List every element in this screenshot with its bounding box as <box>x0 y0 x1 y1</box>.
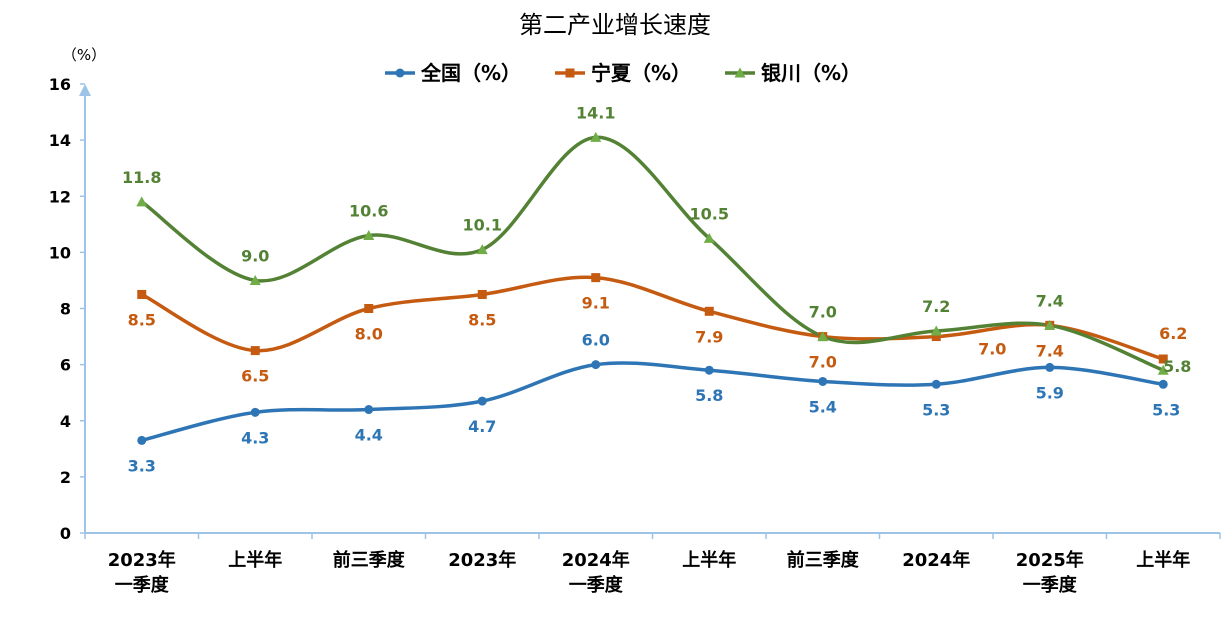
chart-title: 第二产业增长速度 <box>519 11 711 39</box>
data-label: 10.5 <box>690 204 729 223</box>
series-line <box>140 361 1165 443</box>
data-label: 7.4 <box>1036 341 1064 360</box>
y-tick-label: 12 <box>49 187 71 206</box>
data-label: 8.5 <box>128 310 156 329</box>
data-label: 11.8 <box>122 168 161 187</box>
data-label: 6.0 <box>582 331 610 350</box>
data-point-marker <box>591 360 601 370</box>
x-tick-label: 2023年 <box>108 549 176 571</box>
x-tick-label: 上半年 <box>682 549 736 571</box>
data-point-marker <box>591 273 601 283</box>
data-point-marker <box>250 407 260 417</box>
data-label: 10.6 <box>349 202 388 221</box>
data-point-marker <box>818 376 828 386</box>
x-tick-label: 2025年 <box>1016 549 1084 571</box>
y-axis-arrow <box>79 84 91 96</box>
x-tick-label: 上半年 <box>228 549 282 571</box>
data-label: 5.3 <box>922 400 950 419</box>
legend-swatch-marker <box>734 67 746 78</box>
x-tick-label: 2023年 <box>448 549 516 571</box>
x-tick-label: 一季度 <box>1023 574 1078 596</box>
data-label: 4.4 <box>355 426 383 445</box>
data-label: 14.1 <box>576 103 615 122</box>
y-tick-label: 14 <box>49 131 71 150</box>
series-lines <box>140 135 1165 443</box>
data-label: 7.0 <box>809 303 837 322</box>
legend-label: 银川（%） <box>761 61 861 85</box>
data-label: 4.3 <box>241 428 269 447</box>
x-tick-label: 2024年 <box>562 549 630 571</box>
data-label: 7.0 <box>978 340 1006 359</box>
data-label: 3.3 <box>128 456 156 475</box>
data-labels: 3.3 4.3 4.4 4.7 6.0 5.8 5.4 5.3 5.9 5.3 8.5 6.5 8.0 8… <box>122 103 1191 475</box>
data-label: 4.7 <box>468 417 496 436</box>
data-point-marker <box>931 379 941 389</box>
data-label: 7.0 <box>809 353 837 372</box>
x-tick-label: 上半年 <box>1136 549 1190 571</box>
data-label: 5.8 <box>695 386 723 405</box>
data-label: 7.2 <box>922 297 950 316</box>
data-label: 5.4 <box>809 397 837 416</box>
y-tick-label: 0 <box>60 524 71 543</box>
x-tick-label: 2024年 <box>902 549 970 571</box>
data-point-marker <box>364 304 374 313</box>
series-line <box>140 135 1165 372</box>
data-point-marker <box>1044 319 1056 330</box>
data-point-marker <box>363 230 375 241</box>
data-point-marker <box>250 346 260 356</box>
legend-swatch-marker <box>395 68 405 78</box>
data-label: 6.2 <box>1159 324 1187 343</box>
data-point-marker <box>817 331 829 342</box>
data-point-marker <box>249 274 261 285</box>
data-label: 6.5 <box>241 367 269 386</box>
data-point-marker <box>930 325 942 336</box>
data-point-marker <box>1157 364 1169 375</box>
data-point-marker <box>1158 354 1168 364</box>
data-point-marker <box>703 232 715 243</box>
data-label: 5.9 <box>1036 383 1064 402</box>
x-tick-label: 一季度 <box>115 574 170 596</box>
data-point-marker <box>476 244 488 255</box>
y-tick-label: 16 <box>49 75 71 94</box>
x-tick-label: 一季度 <box>569 574 624 596</box>
data-point-marker <box>590 131 602 142</box>
data-label: 9.1 <box>582 294 610 313</box>
series-markers <box>136 131 1169 445</box>
y-tick-label: 8 <box>60 300 71 319</box>
data-point-marker <box>477 396 487 406</box>
series-line <box>140 275 1165 361</box>
data-label: 7.9 <box>695 327 723 346</box>
data-point-marker <box>477 289 487 299</box>
x-tick-label: 前三季度 <box>787 549 860 571</box>
y-tick-label: 2 <box>60 468 71 487</box>
data-label: 5.8 <box>1163 357 1191 376</box>
y-tick-label: 4 <box>60 412 71 431</box>
data-label: 10.1 <box>463 216 502 235</box>
data-label: 9.0 <box>241 246 269 265</box>
data-point-marker <box>364 405 374 415</box>
data-label: 5.3 <box>1152 400 1180 419</box>
y-tick-label: 6 <box>60 356 71 375</box>
data-point-marker <box>704 365 714 375</box>
data-point-marker <box>137 435 147 445</box>
data-point-marker <box>136 196 148 207</box>
legend-label: 全国（%） <box>420 61 521 85</box>
y-axis-unit-label: （%） <box>62 46 106 64</box>
data-point-marker <box>137 289 147 299</box>
data-point-marker <box>1158 379 1168 389</box>
data-label: 8.0 <box>355 325 383 344</box>
data-point-marker <box>931 332 941 342</box>
x-tick-label: 前三季度 <box>333 549 406 571</box>
legend-label: 宁夏（%） <box>591 61 691 85</box>
data-point-marker <box>1045 362 1055 372</box>
data-point-marker <box>704 306 714 316</box>
legend-swatch-marker <box>565 68 575 78</box>
data-label: 8.5 <box>468 310 496 329</box>
data-label: 7.4 <box>1036 291 1064 310</box>
legend: 全国（%） 宁夏（%） 银川（%） <box>385 61 861 85</box>
y-tick-label: 10 <box>49 243 71 262</box>
